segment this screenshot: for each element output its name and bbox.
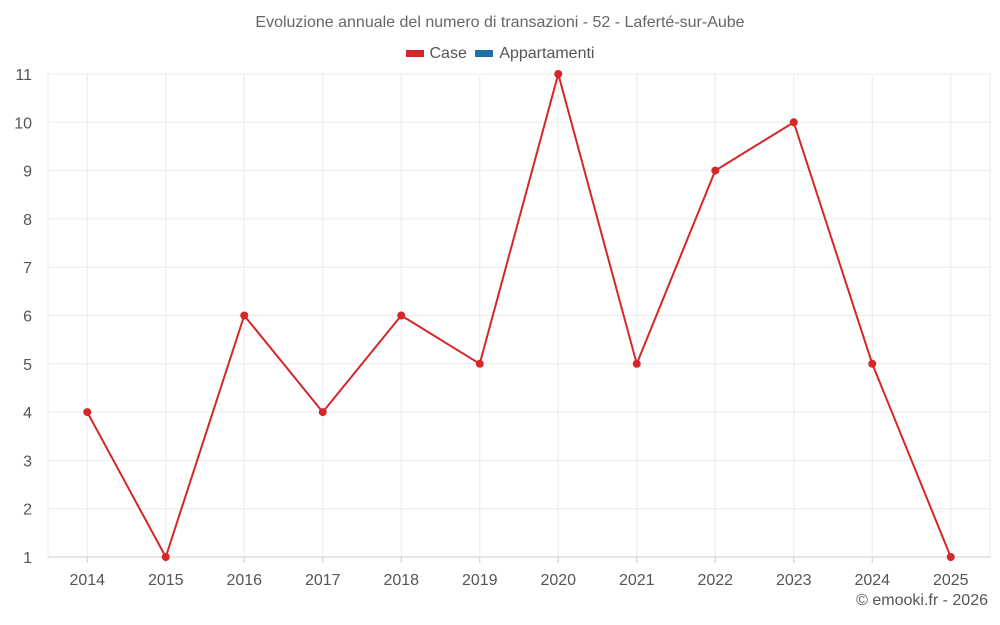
y-tick-label: 10 (14, 115, 32, 132)
y-tick-label: 4 (23, 405, 32, 422)
data-point (711, 166, 720, 175)
data-point (789, 118, 798, 127)
y-tick-label: 5 (23, 357, 32, 374)
data-point (475, 359, 484, 368)
y-tick-label: 11 (15, 67, 32, 84)
legend-item-case[interactable]: Case (405, 44, 467, 63)
data-point (161, 553, 170, 561)
x-tick-label: 2016 (226, 572, 262, 589)
data-point (632, 359, 641, 368)
legend: Case Appartamenti (0, 44, 1000, 63)
data-point (397, 311, 406, 320)
chart-title: Evoluzione annuale del numero di transaz… (255, 14, 745, 31)
data-point (318, 408, 327, 417)
data-point (83, 408, 92, 417)
data-point (554, 70, 563, 78)
y-tick-label: 1 (23, 550, 32, 567)
series-line-case (86, 73, 952, 558)
data-point (868, 359, 877, 368)
data-point (946, 553, 955, 561)
legend-label-appartamenti: Appartamenti (499, 44, 595, 62)
data-point (240, 311, 249, 320)
y-tick-label: 6 (23, 309, 32, 326)
x-tick-label: 2020 (540, 572, 576, 589)
legend-swatch-case (405, 50, 424, 57)
y-tick-label: 8 (23, 212, 32, 229)
legend-swatch-appartamenti (475, 50, 494, 57)
y-tick-label: 9 (23, 164, 32, 181)
x-tick-label: 2018 (383, 572, 419, 589)
legend-label-case: Case (429, 44, 467, 62)
x-tick-label: 2022 (697, 572, 733, 589)
y-tick-label: 2 (23, 502, 32, 519)
x-tick-label: 2014 (69, 572, 105, 589)
x-tick-label: 2017 (305, 572, 341, 589)
y-tick-label: 7 (23, 260, 32, 277)
x-tick-label: 2024 (854, 572, 890, 589)
x-tick-label: 2019 (462, 572, 498, 589)
x-tick-label: 2021 (619, 572, 655, 589)
legend-item-appartamenti[interactable]: Appartamenti (475, 45, 594, 63)
y-tick-label: 3 (23, 453, 32, 470)
x-tick-label: 2025 (933, 572, 969, 589)
x-tick-label: 2015 (148, 572, 184, 589)
credit-text: © emooki.fr - 2026 (856, 592, 988, 609)
x-tick-label: 2023 (776, 572, 812, 589)
